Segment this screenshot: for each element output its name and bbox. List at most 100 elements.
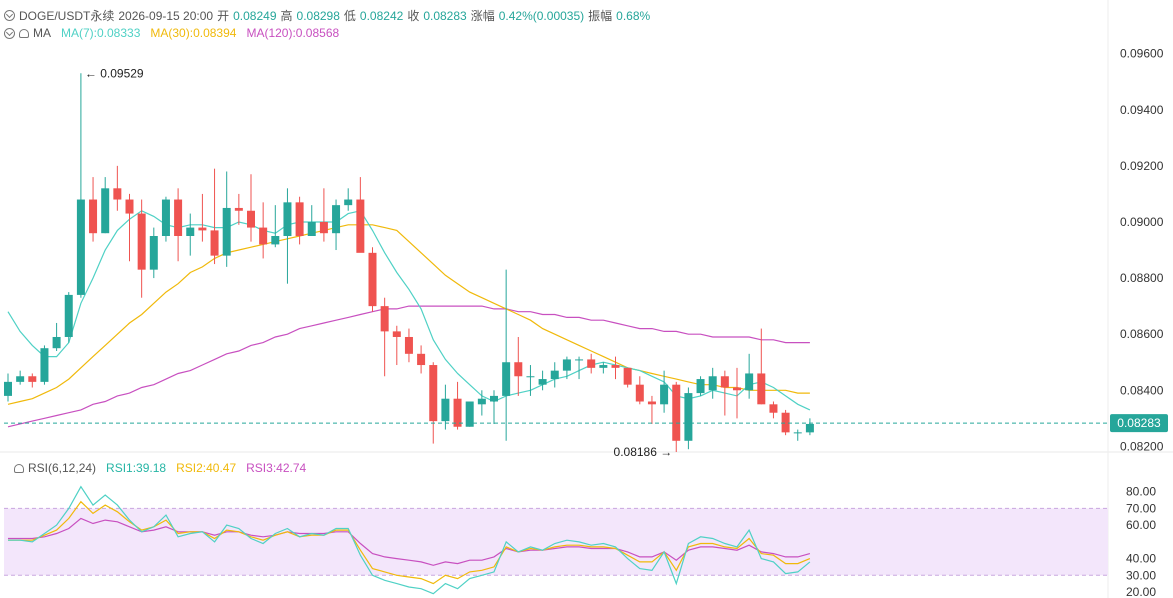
- candle-body: [490, 395, 498, 402]
- candle-body: [271, 236, 280, 245]
- ma-legend: MA MA(7):0.08333 MA(30):0.08394 MA(120):…: [4, 26, 339, 40]
- candle-body: [186, 227, 195, 236]
- candle: [368, 247, 377, 312]
- candle-body: [404, 336, 413, 354]
- candle: [234, 193, 243, 225]
- candle-body: [660, 384, 669, 405]
- candle: [575, 356, 584, 380]
- rsi-legend: RSI(6,12,24) RSI1:39.18 RSI2:40.47 RSI3:…: [14, 461, 306, 475]
- candle-body: [793, 432, 802, 434]
- candle: [89, 177, 98, 242]
- candle-body: [174, 199, 183, 236]
- candle-body: [805, 423, 814, 433]
- candle-body: [380, 306, 389, 332]
- symbol-label: DOGE/USDT永续: [19, 9, 115, 23]
- candle: [174, 188, 183, 262]
- price-tick-label: 0.08200: [1120, 439, 1164, 453]
- candle-body: [781, 412, 790, 433]
- candle-body: [89, 199, 98, 234]
- candle-body: [332, 205, 341, 234]
- high-value: 0.08298: [296, 8, 340, 23]
- candle: [526, 365, 535, 396]
- candle: [733, 367, 741, 419]
- rsi2-value: RSI2:40.47: [176, 461, 237, 475]
- candle: [793, 429, 802, 441]
- rsi-tick-label: 70.00: [1126, 501, 1156, 515]
- ma-title: MA: [33, 26, 51, 40]
- low-value: 0.08242: [359, 8, 404, 23]
- candle: [101, 177, 110, 234]
- candle: [259, 202, 268, 259]
- price-tick-label: 0.08600: [1120, 327, 1164, 341]
- candle-body: [234, 207, 243, 211]
- candle-body: [672, 384, 681, 441]
- candle: [64, 292, 73, 343]
- ma120-line: [7, 305, 810, 428]
- candle: [52, 322, 61, 352]
- candle: [502, 269, 511, 441]
- candle-body: [465, 401, 474, 427]
- candle: [611, 356, 620, 380]
- candle: [380, 297, 389, 377]
- candle: [16, 370, 25, 385]
- candle-body: [441, 398, 450, 422]
- candle-body: [745, 373, 754, 391]
- candle-body: [623, 367, 632, 385]
- candle: [28, 373, 37, 388]
- candle-body: [647, 401, 656, 405]
- candle: [647, 395, 656, 424]
- visibility-icon[interactable]: [14, 463, 24, 473]
- candle-body: [247, 210, 255, 228]
- candle-body: [76, 199, 85, 295]
- candle-body: [161, 199, 170, 236]
- candle-body: [720, 376, 729, 388]
- rsi-tick-label: 80.00: [1126, 485, 1156, 499]
- candle-body: [429, 365, 438, 422]
- candle: [684, 387, 693, 450]
- candle: [745, 353, 754, 399]
- candle-body: [538, 379, 547, 385]
- rsi-tick-label: 20.00: [1126, 585, 1156, 598]
- candle: [404, 328, 413, 363]
- ma120-value: MA(120):0.08568: [246, 26, 340, 40]
- candle: [307, 205, 316, 236]
- rsi-tick-label: 40.00: [1126, 552, 1156, 566]
- candle: [210, 168, 219, 265]
- candle: [599, 362, 608, 374]
- close-value: 0.08283: [423, 8, 467, 23]
- candle-body: [733, 387, 741, 391]
- collapse-chevron-icon[interactable]: [4, 27, 15, 39]
- candle-body: [453, 398, 462, 427]
- candle-body: [137, 213, 146, 270]
- candle-body: [295, 202, 304, 236]
- amplitude-value: 0.68%: [616, 8, 651, 23]
- candle: [562, 356, 571, 380]
- candle: [453, 381, 462, 430]
- candle: [477, 390, 486, 416]
- candle-body: [502, 362, 511, 396]
- candle: [4, 373, 12, 402]
- max-price-annotation: ← 0.09529: [85, 66, 144, 80]
- open-label: 开: [217, 9, 230, 23]
- collapse-chevron-icon[interactable]: [4, 10, 15, 21]
- candle-body: [125, 199, 134, 214]
- candle: [781, 409, 790, 436]
- rsi-tick-label: 30.00: [1126, 568, 1156, 582]
- price-tick-label: 0.08800: [1120, 271, 1164, 285]
- candle-body: [198, 227, 207, 231]
- candle: [429, 362, 438, 444]
- candle-body: [4, 381, 12, 396]
- candle: [514, 336, 523, 396]
- amplitude-label: 振幅: [588, 9, 613, 23]
- candle-body: [392, 331, 401, 337]
- candle-body: [417, 353, 426, 366]
- candle: [76, 73, 85, 298]
- candle: [295, 196, 304, 245]
- visibility-icon[interactable]: [19, 28, 29, 38]
- candle: [332, 199, 341, 251]
- candle: [708, 367, 717, 399]
- price-tick-label: 0.08400: [1120, 383, 1164, 397]
- candle-body: [52, 336, 61, 349]
